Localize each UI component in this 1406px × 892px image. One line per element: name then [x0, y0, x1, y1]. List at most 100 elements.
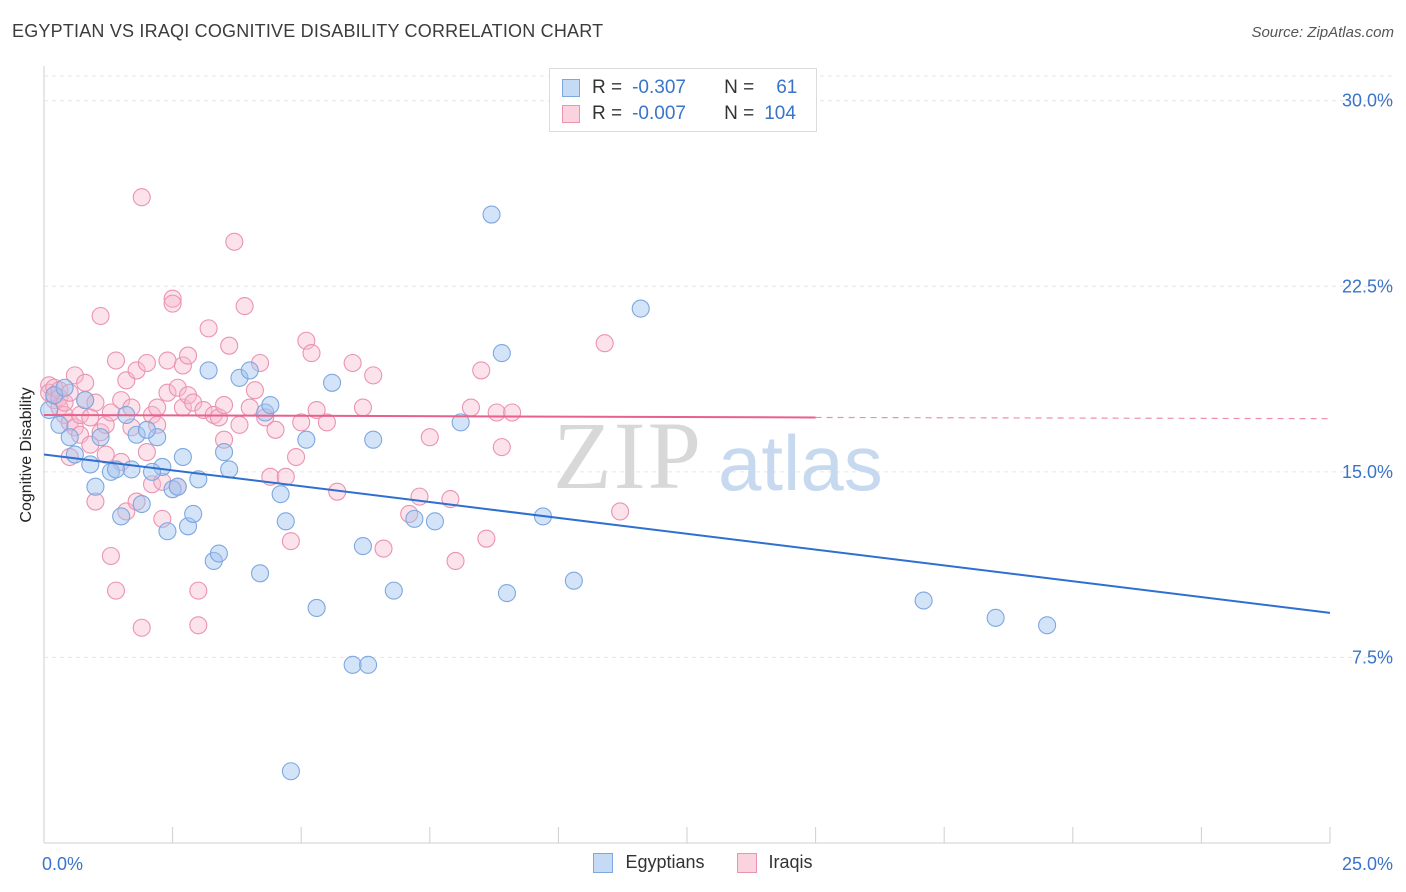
egyptians-point: [158, 522, 177, 541]
iraqis-point: [220, 336, 239, 355]
egyptians-point: [364, 430, 383, 449]
egyptians-point: [106, 460, 126, 479]
iraqis-point: [317, 413, 336, 432]
iraqis-point: [420, 428, 439, 447]
iraqis-point: [353, 398, 372, 417]
iraqis-point: [148, 398, 167, 417]
iraqis-point: [214, 430, 234, 449]
egyptians-point: [250, 564, 270, 583]
egyptians-point: [384, 581, 403, 600]
stats-box: R = -0.307 N = 61 R = -0.007 N = 104: [549, 68, 817, 132]
iraqis-point: [302, 344, 321, 363]
egyptians-point: [168, 477, 187, 496]
egyptians-point: [76, 391, 95, 410]
egyptians-point: [184, 504, 203, 523]
iraqis-point: [374, 539, 393, 558]
iraqis-point: [266, 420, 285, 439]
egyptians-point: [405, 509, 424, 528]
iraqis-point: [106, 581, 126, 600]
egyptians-point: [214, 443, 234, 462]
egyptians-trend-line: [43, 453, 1331, 614]
iraqis-point: [189, 581, 208, 600]
iraqis-point: [472, 361, 491, 380]
iraqis-point: [199, 319, 218, 338]
egyptians-swatch: [562, 79, 580, 97]
y-tick-label: 22.5%: [1342, 276, 1393, 296]
iraqis-point: [132, 188, 151, 207]
legend: Egyptians Iraqis: [0, 852, 1406, 873]
egyptians-point: [343, 655, 362, 674]
iraqis-point: [178, 346, 198, 365]
egyptians-point: [230, 368, 249, 387]
stats-row-egyptians: R = -0.307 N = 61: [562, 76, 797, 100]
legend-label-egyptians: Egyptians: [625, 852, 705, 872]
egyptians-point: [132, 494, 151, 514]
egyptians-point: [451, 413, 470, 432]
iraqis-point: [230, 415, 249, 434]
x-tick-label: 0.0%: [42, 854, 83, 874]
iraqis-point: [158, 383, 177, 402]
egyptians-point: [153, 457, 172, 476]
chart-title: EGYPTIAN VS IRAQI COGNITIVE DISABILITY C…: [12, 21, 604, 41]
x-tick-label: 25.0%: [1342, 854, 1393, 874]
iraqis-point: [132, 618, 151, 637]
legend-item-egyptians[interactable]: Egyptians: [593, 852, 705, 873]
iraqis-point: [194, 400, 213, 420]
egyptians-point: [86, 477, 105, 496]
watermark-atlas: atlas: [718, 419, 883, 507]
iraqis-point: [163, 289, 182, 308]
egyptians-point: [564, 571, 583, 590]
iraqis-point: [307, 400, 326, 420]
egyptians-point: [497, 584, 517, 603]
iraqis-point: [55, 393, 74, 412]
legend-label-iraqis: Iraqis: [768, 852, 813, 872]
y-tick-label: 7.5%: [1352, 647, 1393, 667]
legend-item-iraqis[interactable]: Iraqis: [736, 852, 813, 873]
iraqis-point: [410, 487, 429, 506]
egyptians-point: [45, 386, 64, 405]
egyptians-point: [492, 344, 511, 363]
iraqis-point: [137, 353, 156, 373]
egyptians-point: [137, 420, 156, 439]
legend-swatch-egyptians: [593, 852, 614, 873]
trend-lines: [43, 413, 1331, 614]
egyptians-point: [276, 512, 295, 531]
iraqis-point: [461, 398, 481, 417]
egyptians-point: [122, 460, 141, 479]
egyptians-point: [1038, 616, 1057, 635]
iraqis-point: [487, 403, 506, 422]
egyptians-point: [209, 544, 228, 563]
n-label: N =: [724, 77, 755, 98]
source-label: Source: ZipAtlas.com: [1251, 24, 1394, 41]
iraqis-swatch: [562, 105, 580, 123]
egyptians-point: [163, 480, 182, 499]
iraqis-trend-line: [43, 413, 816, 419]
y-tick-label: 15.0%: [1342, 462, 1393, 482]
egyptians-point: [60, 428, 79, 447]
egyptians-point: [220, 460, 239, 479]
egyptians-point: [148, 428, 167, 447]
egyptians-point: [482, 205, 501, 224]
r-value: -0.307: [632, 77, 686, 98]
r-label: R =: [592, 77, 623, 98]
iraqis-point: [287, 447, 306, 467]
iraqis-point: [611, 502, 630, 521]
iraqis-point: [477, 529, 496, 548]
n-value: 61: [776, 77, 798, 98]
iraqis-point: [91, 306, 110, 326]
iraqis-point: [235, 297, 254, 316]
iraqis-point: [168, 378, 187, 397]
r-value: -0.007: [632, 103, 686, 124]
iraqis-point: [240, 398, 259, 417]
watermark-zip: ZIP: [553, 402, 703, 509]
n-label: N =: [724, 103, 755, 124]
iraqis-point: [595, 334, 614, 353]
iraqis-point: [163, 294, 182, 313]
iraqis-point: [446, 551, 465, 570]
egyptians-point: [914, 591, 933, 610]
egyptians-point: [65, 445, 84, 464]
iraqis-point: [76, 373, 95, 392]
iraqis-trend-extension: [815, 416, 1331, 420]
iraqis-point: [492, 438, 511, 457]
